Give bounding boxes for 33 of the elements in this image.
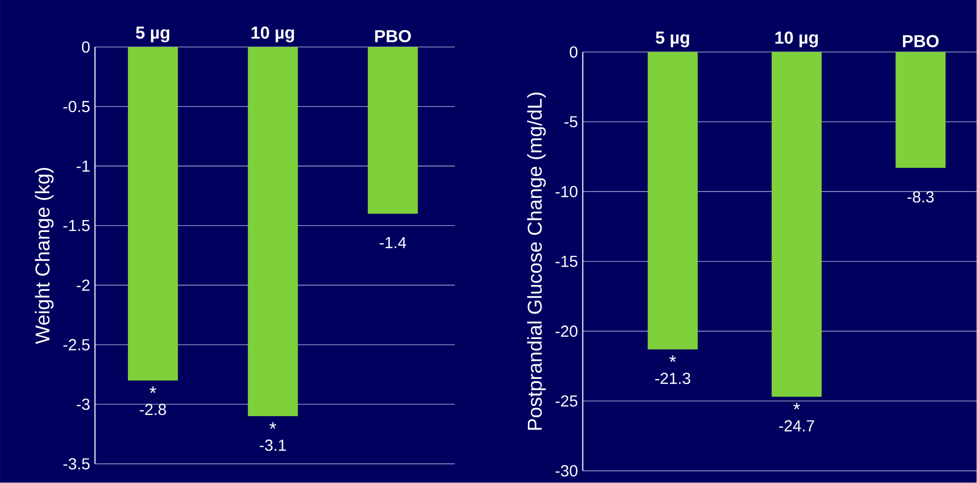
data-label: -8.3: [908, 191, 934, 203]
annotation: *: [669, 355, 676, 362]
y-axis-title: Postprandial Glucose Change (mg/dL): [527, 92, 546, 430]
annotation: *: [270, 422, 276, 429]
x-tick-label: PBO: [375, 30, 411, 42]
y-tick-label: -1.5: [63, 220, 90, 232]
y-tick-label: -1: [76, 160, 90, 172]
y-tick-label: -2.5: [63, 339, 90, 350]
data-label: -2.8: [140, 404, 166, 416]
x-tick-label: PBO: [902, 35, 939, 48]
data-label: -3.1: [260, 440, 286, 451]
data-label: -24.7: [779, 420, 814, 432]
y-tick-label: -0.5: [63, 100, 90, 112]
y-tick-label: -25: [556, 395, 578, 407]
y-tick-label: -2: [76, 280, 90, 291]
annotation: *: [793, 402, 800, 410]
annotation: *: [150, 386, 156, 394]
x-tick-label: 5 µg: [136, 26, 170, 42]
x-tick-label: 10 µg: [775, 32, 818, 48]
data-label: -21.3: [655, 372, 690, 384]
y-tick-label: -15: [556, 256, 578, 268]
y-tick-label: -10: [556, 186, 578, 198]
x-tick-label: 5 µg: [656, 32, 690, 48]
y-tick-label: -3.5: [63, 458, 90, 470]
y-tick-label: -20: [556, 326, 578, 337]
y-tick-label: -3: [76, 398, 90, 410]
y-tick-label: 0: [570, 46, 578, 58]
y-tick-label: -30: [556, 465, 578, 477]
data-label: -1.4: [380, 237, 406, 248]
y-tick-label: -5: [564, 116, 578, 128]
y-axis-title: Weight Change (kg): [34, 168, 54, 344]
x-tick-label: 10 µg: [252, 26, 294, 42]
y-tick-label: 0: [82, 41, 90, 53]
